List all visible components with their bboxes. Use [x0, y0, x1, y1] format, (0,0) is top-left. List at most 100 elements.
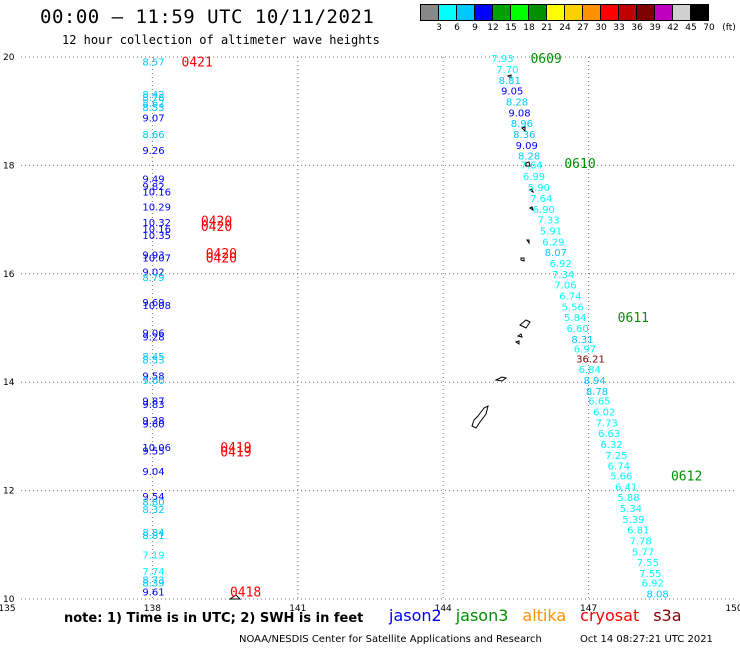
legend-label: 70 — [703, 23, 715, 33]
wave-height-value: 7.19 — [142, 551, 164, 562]
wave-height-value: 10.16 — [142, 187, 171, 198]
legend-label: 42 — [667, 23, 679, 33]
legend-label: 33 — [613, 23, 625, 33]
pass-time-label: 0421 — [181, 55, 212, 70]
island-outline — [514, 340, 520, 345]
wave-height-value: 9.26 — [142, 146, 164, 157]
wave-height-value: 9.87 — [142, 397, 164, 408]
wave-height-value: 7.55 — [639, 569, 661, 580]
page-subtitle: 12 hour collection of altimeter wave hei… — [62, 33, 380, 47]
wave-height-value: 8.79 — [142, 273, 164, 284]
y-tick-label: 10 — [3, 595, 15, 605]
wave-height-value: 9.09 — [516, 141, 538, 152]
wave-height-value: 6.29 — [542, 237, 564, 248]
wave-height-value: 8.42 — [142, 90, 164, 101]
wave-height-value: 6.84 — [579, 365, 601, 376]
satellite-s3a: s3a — [653, 606, 682, 625]
wave-height-value: 5.56 — [562, 302, 584, 313]
wave-height-value: 9.60 — [142, 419, 164, 430]
wave-height-value: 6.81 — [627, 526, 649, 537]
wave-height-value: 6.90 — [533, 205, 555, 216]
wave-height-value: 8.45 — [142, 352, 164, 363]
x-tick-label: 141 — [289, 604, 306, 614]
legend-label: 9 — [472, 23, 478, 33]
wave-height-value: 9.69 — [142, 298, 164, 309]
island-outline — [519, 319, 531, 329]
wave-height-value: 6.65 — [588, 397, 610, 408]
pass-time-label: 0611 — [618, 311, 649, 326]
island-outline — [521, 126, 526, 133]
wave-height-value: 7.70 — [496, 65, 518, 76]
x-tick-label: 144 — [435, 604, 452, 614]
pass-time-label: 0609 — [530, 52, 561, 67]
wave-height-value: 9.61 — [142, 587, 164, 598]
wave-height-value: 5.90 — [528, 183, 550, 194]
y-tick-label: 14 — [3, 378, 15, 388]
wave-height-value: 6.92 — [550, 259, 572, 270]
wave-height-value: 5.77 — [632, 547, 654, 558]
wave-height-value: 6.02 — [593, 407, 615, 418]
wave-height-value: 8.28 — [518, 152, 540, 163]
wave-height-value: 6.99 — [523, 172, 545, 183]
pass-time-label: 0612 — [671, 469, 702, 484]
legend-label: 3 — [436, 23, 442, 33]
wave-height-value: 9.55 — [142, 446, 164, 457]
wave-height-value: 10.35 — [142, 231, 171, 242]
legend-label: 30 — [595, 23, 607, 33]
legend-label: 15 — [505, 23, 517, 33]
wave-height-value: 6.60 — [566, 324, 588, 335]
legend-label: 24 — [559, 23, 571, 33]
x-tick-label: 135 — [0, 604, 16, 614]
wave-height-value: 8.57 — [142, 57, 164, 68]
wave-height-value: 9.93 — [142, 250, 164, 261]
wave-height-value: 9.04 — [142, 467, 164, 478]
wave-height-value: 9.54 — [142, 492, 164, 503]
wave-height-value: 9.28 — [142, 333, 164, 344]
legend-label: 12 — [487, 23, 499, 33]
graticule — [21, 56, 734, 600]
wave-height-value: 8.81 — [142, 531, 164, 542]
legend-unit: (ft) — [722, 23, 736, 33]
wave-height-value: 8.62 — [142, 99, 164, 110]
wave-height-value: 5.84 — [564, 313, 586, 324]
wave-height-value: 8.73 — [142, 575, 164, 586]
wave-height-value: 7.34 — [552, 270, 574, 281]
wave-height-value: 7.73 — [596, 418, 618, 429]
y-tick-label: 18 — [3, 161, 15, 171]
wave-height-value: 8.80 — [142, 497, 164, 508]
island-outline — [520, 257, 525, 262]
x-tick-label: 147 — [580, 604, 597, 614]
wave-height-value: 5.34 — [620, 504, 642, 515]
wave-height-value: 7.06 — [554, 281, 576, 292]
wave-height-value: 6.32 — [600, 440, 622, 451]
wave-height-value: 9.58 — [142, 372, 164, 383]
wave-height-value: 9.07 — [142, 114, 164, 125]
y-tick-label: 16 — [3, 270, 15, 280]
pass-time-label: 0419 — [220, 441, 251, 456]
wave-height-value: 9.82 — [142, 182, 164, 193]
wave-height-value: 7.25 — [605, 451, 627, 462]
footer-credit: NOAA/NESDIS Center for Satellite Applica… — [239, 634, 542, 645]
axis-tick-labels: 135 138 141 144 147 150 20 18 16 14 12 10 — [0, 53, 740, 614]
island-outline — [526, 239, 530, 245]
wave-height-value: 5.88 — [617, 493, 639, 504]
footer-timestamp: Oct 14 08:27:21 UTC 2021 — [580, 634, 713, 645]
island-outline — [525, 161, 531, 167]
island-outline — [494, 376, 508, 382]
satellite-jason2: jason2 — [389, 606, 442, 625]
wave-height-value: 10.08 — [142, 301, 171, 312]
y-tick-label: 12 — [3, 487, 14, 497]
legend-color-bar — [420, 4, 709, 21]
x-tick-label: 138 — [144, 604, 161, 614]
wave-height-value: 8.31 — [571, 335, 593, 346]
legend-label: 6 — [454, 23, 460, 33]
wave-height-value: 8.66 — [142, 130, 164, 141]
wave-height-value: 8.78 — [142, 93, 164, 104]
satellite-legend: jason2 jason3 altika cryosat s3a — [389, 606, 696, 625]
wave-height-value: 9.49 — [142, 174, 164, 185]
wave-height-value: 9.05 — [501, 87, 523, 98]
wave-height-value: 10.06 — [142, 443, 171, 454]
legend-label: 45 — [685, 23, 697, 33]
wave-height-value: 7.78 — [629, 536, 651, 547]
pass-time-label: 0418 — [230, 585, 261, 600]
